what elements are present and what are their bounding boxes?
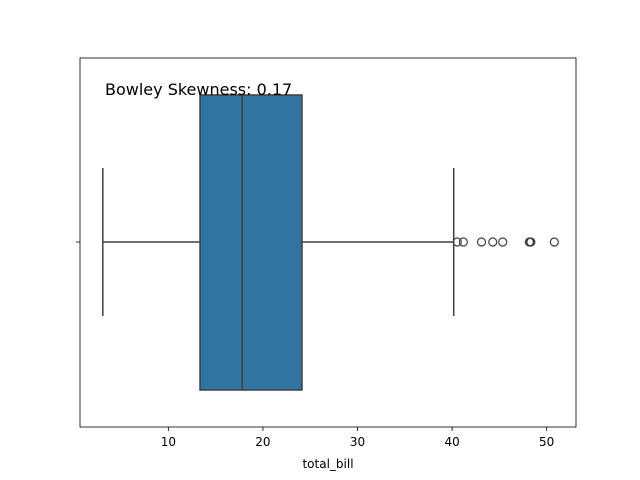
outlier-point <box>498 237 508 247</box>
box-group <box>102 94 455 391</box>
outliers-group <box>452 237 559 247</box>
outlier-point <box>458 237 468 247</box>
x-axis-label: total_bill <box>302 457 353 471</box>
x-axis-ticks: 10 20 30 40 50 <box>161 427 554 449</box>
outlier-point <box>488 237 498 247</box>
interquartile-box <box>199 94 303 391</box>
outlier-point <box>476 237 487 247</box>
plot-area-frame <box>79 57 577 428</box>
x-tick-label: 30 <box>350 435 365 449</box>
outlier-point <box>549 237 559 247</box>
x-tick-label: 40 <box>444 435 459 449</box>
x-tick-label: 10 <box>161 435 176 449</box>
outlier-point <box>452 237 462 247</box>
skewness-annotation: Bowley Skewness: 0.17 <box>105 80 292 99</box>
x-tick-label: 20 <box>255 435 270 449</box>
outlier-point <box>526 237 536 247</box>
x-tick-label: 50 <box>539 435 554 449</box>
